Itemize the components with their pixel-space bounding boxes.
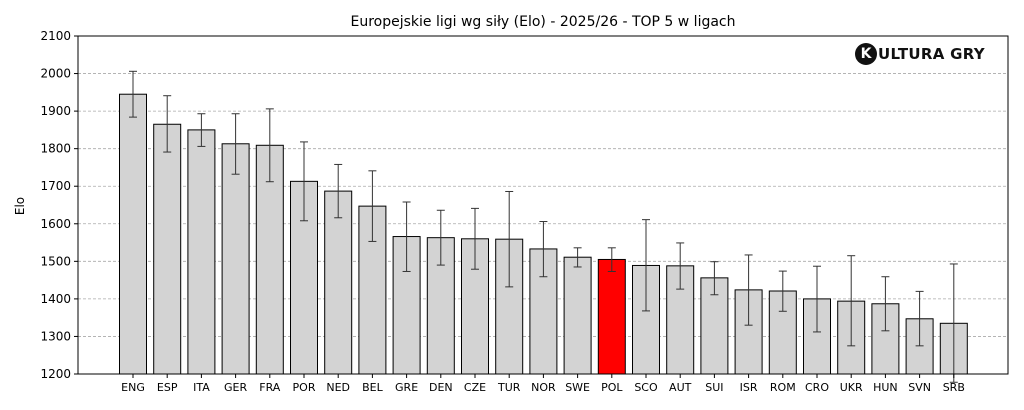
y-tick-label: 1400 — [40, 292, 71, 306]
x-tick-label-ger: GER — [224, 381, 247, 394]
x-tick-label-rom: ROM — [770, 381, 796, 394]
x-tick-label-cze: CZE — [464, 381, 486, 394]
y-tick-label: 2000 — [40, 67, 71, 81]
x-tick-label-fra: FRA — [259, 381, 281, 394]
logo-k-icon: K — [855, 43, 877, 65]
x-tick-label-isr: ISR — [740, 381, 758, 394]
x-tick-label-bel: BEL — [362, 381, 383, 394]
y-tick-label: 1700 — [40, 179, 71, 193]
y-tick-label: 1600 — [40, 217, 71, 231]
y-tick-label: 2100 — [40, 29, 71, 43]
x-tick-label-svn: SVN — [908, 381, 931, 394]
x-tick-label-pol: POL — [601, 381, 623, 394]
x-tick-label-eng: ENG — [121, 381, 145, 394]
x-tick-label-esp: ESP — [157, 381, 178, 394]
x-tick-label-swe: SWE — [565, 381, 590, 394]
y-ticks: 1200 1300 1400 1500 1600 1700 1800 1900 2000 2100 — [40, 29, 78, 381]
x-tick-label-por: POR — [293, 381, 316, 394]
bar-pol — [597, 258, 626, 375]
y-tick-label: 1300 — [40, 329, 71, 343]
logo-text: ULTURA GRY — [878, 45, 985, 63]
y-tick-label: 1900 — [40, 104, 71, 118]
y-tick-label: 1800 — [40, 142, 71, 156]
bar-por — [290, 180, 318, 375]
bar-fra — [255, 144, 284, 375]
x-tick-label-ita: ITA — [193, 381, 210, 394]
x-tick-label-nor: NOR — [531, 381, 556, 394]
x-tick-label-ned: NED — [326, 381, 350, 394]
bar-ita — [187, 129, 216, 375]
x-tick-label-gre: GRE — [395, 381, 418, 394]
kultura-gry-logo: K ULTURA GRY — [855, 42, 985, 66]
x-tick-label-sco: SCO — [634, 381, 658, 394]
x-tick-label-aut: AUT — [669, 381, 692, 394]
bar-esp — [153, 123, 182, 375]
bar-ger — [221, 143, 250, 375]
error-bars — [129, 70, 958, 383]
bar-eng — [119, 93, 147, 375]
x-tick-label-srb: SRB — [943, 381, 965, 394]
x-tick-label-den: DEN — [429, 381, 453, 394]
x-tick-label-ukr: UKR — [840, 381, 863, 394]
x-tick-label-tur: TUR — [497, 381, 521, 394]
bar-swe — [563, 256, 592, 375]
y-tick-label: 1200 — [40, 367, 71, 381]
y-axis-label: Elo — [13, 197, 27, 215]
x-tick-label-cro: CRO — [805, 381, 829, 394]
y-tick-label: 1500 — [40, 254, 71, 268]
chart-title: Europejskie ligi wg siły (Elo) - 2025/26… — [351, 14, 736, 30]
x-tick-label-hun: HUN — [873, 381, 898, 394]
x-ticks: ENG ESP ITA GER FRA POR NED BEL GRE DEN CZE TUR NOR S… — [121, 374, 965, 394]
bar-ned — [324, 190, 353, 375]
x-tick-label-sui: SUI — [705, 381, 723, 394]
